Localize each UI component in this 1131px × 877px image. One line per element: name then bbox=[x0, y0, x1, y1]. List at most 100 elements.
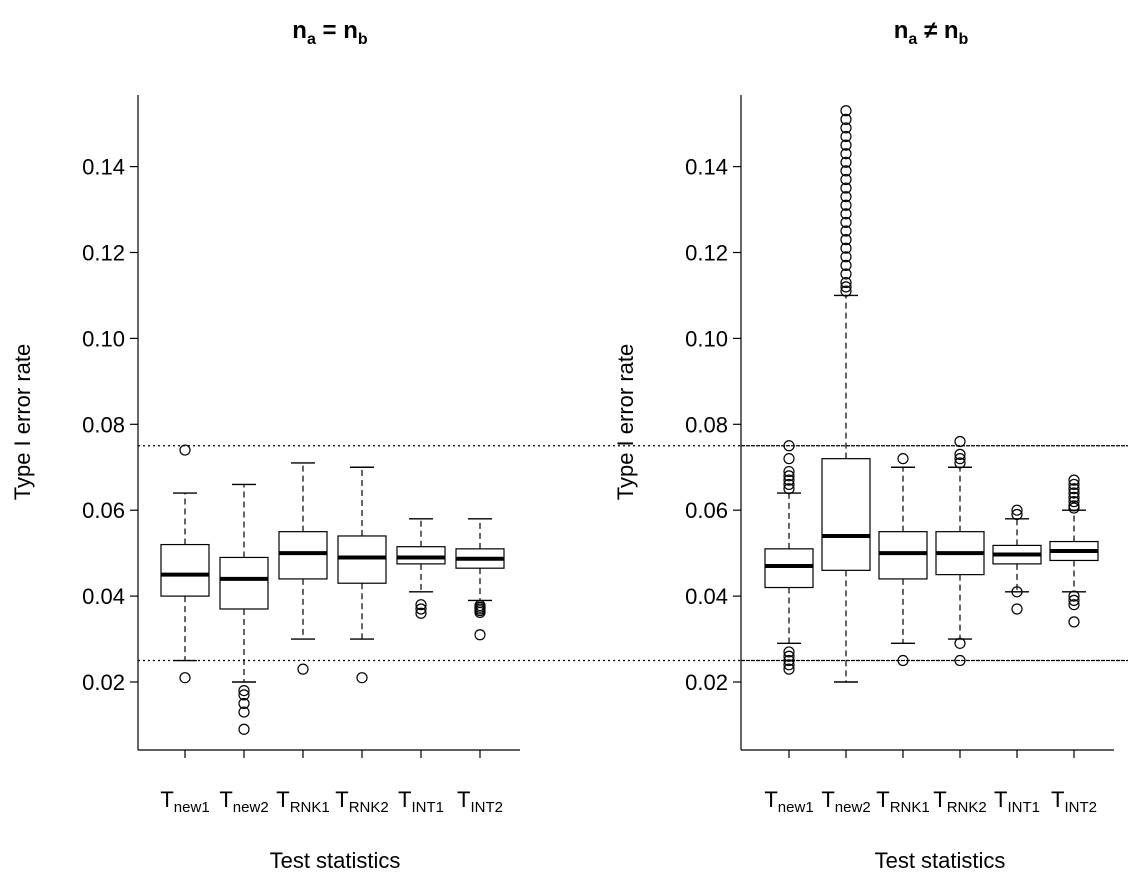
outlier-point bbox=[415, 599, 427, 611]
outlier-point bbox=[1011, 586, 1023, 598]
outlier-point bbox=[954, 453, 966, 465]
outlier-point bbox=[840, 234, 852, 246]
x-tick-label: Tnew2 bbox=[821, 787, 870, 816]
outlier-point bbox=[840, 259, 852, 271]
box-6 bbox=[1049, 474, 1099, 628]
outlier-point bbox=[840, 285, 852, 297]
y-tick-label: 0.08 bbox=[82, 412, 125, 437]
outlier-point bbox=[783, 663, 795, 675]
outlier-point bbox=[783, 465, 795, 478]
x-tick-label: TINT1 bbox=[398, 787, 444, 816]
outlier-point bbox=[415, 603, 427, 615]
x-tick-base: T bbox=[764, 787, 777, 812]
outlier-point bbox=[1068, 590, 1080, 602]
outlier-point bbox=[1011, 508, 1023, 521]
y-tick-label: 0.12 bbox=[82, 241, 125, 266]
outlier-point bbox=[783, 470, 795, 482]
x-tick-base: T bbox=[160, 787, 173, 812]
outlier-point bbox=[1068, 478, 1080, 491]
outlier-point bbox=[356, 672, 368, 684]
outlier-point bbox=[238, 697, 250, 710]
outlier-point bbox=[1011, 603, 1023, 615]
outlier-point bbox=[1068, 487, 1080, 499]
title-base-2: n bbox=[944, 17, 959, 44]
box-iqr bbox=[160, 543, 210, 597]
x-tick-label: TINT2 bbox=[1051, 787, 1097, 816]
outlier-point bbox=[1068, 500, 1080, 512]
outlier-point bbox=[1068, 616, 1080, 628]
outlier-point bbox=[238, 723, 250, 735]
y-tick-label: 0.02 bbox=[82, 670, 125, 695]
outlier-point bbox=[840, 122, 852, 134]
outlier-point bbox=[840, 208, 852, 220]
x-tick-base: T bbox=[219, 787, 232, 812]
x-tick-base: T bbox=[994, 787, 1007, 812]
x-tick-sub: new1 bbox=[778, 799, 814, 816]
y-tick-label: 0.02 bbox=[685, 670, 728, 695]
panel-1: na = nb0.020.040.060.080.100.120.14Type … bbox=[10, 17, 1128, 873]
panel-title: na = nb bbox=[292, 17, 368, 48]
y-tick-label: 0.08 bbox=[685, 412, 728, 437]
outlier-point bbox=[415, 607, 427, 619]
y-tick-label: 0.10 bbox=[82, 326, 125, 351]
box-iqr bbox=[878, 531, 928, 580]
outlier-point bbox=[840, 216, 852, 229]
title-base: n bbox=[894, 17, 909, 44]
outlier-point bbox=[840, 130, 852, 143]
box-5 bbox=[396, 518, 446, 619]
x-tick-base: T bbox=[398, 787, 411, 812]
x-tick-label: TRNK1 bbox=[276, 787, 329, 816]
outlier-point bbox=[783, 474, 795, 486]
x-tick-label: TRNK1 bbox=[876, 787, 929, 816]
outlier-point bbox=[1011, 504, 1023, 516]
x-tick-label: Tnew1 bbox=[764, 787, 813, 816]
x-tick-label: Tnew2 bbox=[219, 787, 268, 816]
x-axis-label: Test statistics bbox=[875, 848, 1006, 873]
box-2 bbox=[219, 483, 269, 735]
title-operator: ≠ bbox=[917, 17, 944, 44]
outlier-point bbox=[297, 663, 309, 675]
outlier-point bbox=[783, 650, 795, 662]
outlier-point bbox=[783, 654, 795, 667]
title-base-2: n bbox=[343, 17, 358, 44]
box-iqr bbox=[764, 548, 814, 589]
outlier-point bbox=[179, 444, 191, 456]
outlier-point bbox=[840, 182, 852, 194]
x-tick-base: T bbox=[276, 787, 289, 812]
box-iqr bbox=[278, 531, 328, 580]
x-tick-base: T bbox=[821, 787, 834, 812]
outlier-point bbox=[840, 148, 852, 160]
x-tick-sub: new2 bbox=[233, 799, 269, 816]
outlier-point bbox=[474, 599, 486, 612]
x-tick-base: T bbox=[1051, 787, 1064, 812]
x-tick-base: T bbox=[933, 787, 946, 812]
outlier-point bbox=[840, 139, 852, 151]
x-tick-base: T bbox=[876, 787, 889, 812]
outlier-point bbox=[897, 453, 909, 465]
outlier-point bbox=[783, 646, 795, 658]
x-tick-label: TINT1 bbox=[994, 787, 1040, 816]
box-3 bbox=[878, 453, 928, 667]
box-iqr bbox=[337, 535, 387, 584]
outlier-point bbox=[840, 199, 852, 211]
x-tick-label: TRNK2 bbox=[335, 787, 388, 816]
x-axis-label: Test statistics bbox=[270, 848, 401, 873]
outlier-point bbox=[840, 242, 852, 254]
y-tick-label: 0.06 bbox=[82, 498, 125, 523]
x-tick-sub: INT2 bbox=[470, 799, 503, 816]
box-4 bbox=[337, 466, 387, 684]
y-axis-label: Type I error rate bbox=[10, 344, 35, 501]
outlier-point bbox=[840, 113, 852, 125]
x-tick-label: Tnew1 bbox=[160, 787, 209, 816]
x-tick-base: T bbox=[457, 787, 470, 812]
x-tick-label: TINT2 bbox=[457, 787, 503, 816]
panel-title: na ≠ nb bbox=[894, 17, 969, 48]
y-axis-label: Type I error rate bbox=[613, 344, 638, 501]
outlier-point bbox=[1068, 491, 1080, 503]
x-tick-sub: RNK2 bbox=[947, 799, 987, 816]
outlier-point bbox=[840, 281, 852, 293]
outlier-point bbox=[840, 165, 852, 177]
x-tick-sub: INT2 bbox=[1064, 799, 1097, 816]
outlier-point bbox=[238, 706, 250, 718]
